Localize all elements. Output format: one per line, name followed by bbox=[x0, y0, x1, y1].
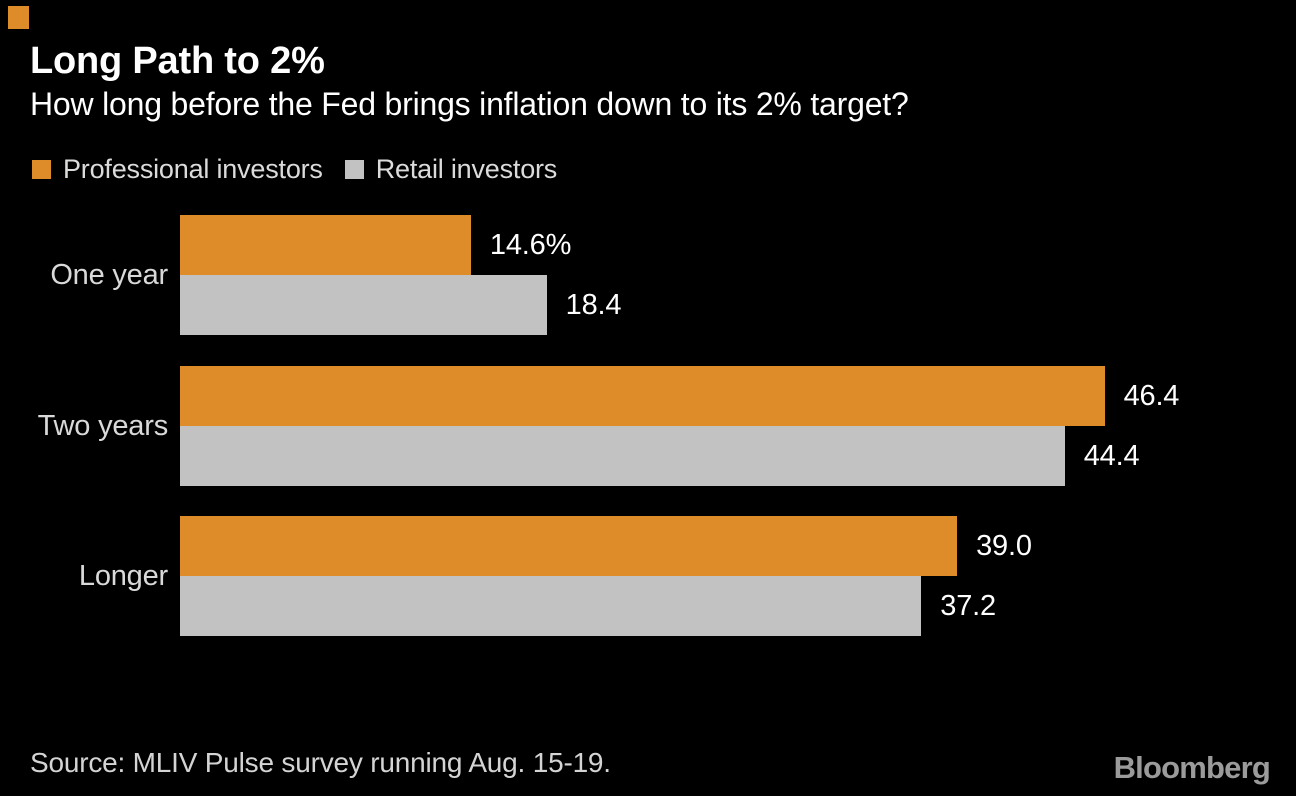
legend-label-professional: Professional investors bbox=[63, 153, 323, 184]
bar-group-one-year: One year 14.6% 18.4 bbox=[50, 215, 1266, 335]
bar-retail-longer bbox=[180, 576, 922, 636]
bloomberg-logo: Bloomberg bbox=[1113, 750, 1271, 785]
bar-value-label: 18.4 bbox=[565, 288, 622, 321]
bar-row: 39.0 bbox=[180, 516, 1266, 576]
category-label: Longer bbox=[78, 559, 168, 592]
legend-item-retail: Retail investors bbox=[344, 153, 558, 185]
bar-group-longer: Longer 39.0 37.2 bbox=[79, 516, 1266, 636]
bar-row: 44.4 bbox=[180, 426, 1266, 486]
bar-value-label: 39.0 bbox=[976, 529, 1032, 562]
bar-value-label: 44.4 bbox=[1083, 439, 1140, 472]
bloomberg-corner-square-icon bbox=[8, 6, 29, 29]
category-label: Two years bbox=[37, 409, 169, 442]
legend-item-professional: Professional investors bbox=[32, 154, 323, 185]
bar-retail-two-years bbox=[180, 426, 1065, 486]
bar-row: 14.6% bbox=[180, 215, 1266, 275]
legend-swatch-retail-icon bbox=[344, 159, 364, 179]
bar-chart: One year 14.6% 18.4 Two years 46.4 44.4 … bbox=[38, 215, 1266, 636]
bar-professional-two-years bbox=[180, 366, 1105, 426]
bar-value-label: 14.6% bbox=[489, 228, 572, 261]
bar-value-label: 46.4 bbox=[1123, 379, 1180, 412]
chart-title: Long Path to 2% bbox=[30, 40, 325, 82]
source-note: Source: MLIV Pulse survey running Aug. 1… bbox=[30, 747, 611, 778]
bar-group-two-years: Two years 46.4 44.4 bbox=[38, 366, 1266, 486]
bar-retail-one-year bbox=[180, 275, 547, 335]
bar-professional-longer bbox=[180, 516, 958, 576]
legend: Professional investors Retail investors bbox=[32, 153, 558, 185]
chart-subtitle: How long before the Fed brings inflation… bbox=[30, 86, 909, 122]
legend-label-retail: Retail investors bbox=[375, 153, 558, 184]
bar-row: 37.2 bbox=[180, 576, 1266, 636]
legend-swatch-professional-icon bbox=[32, 159, 51, 179]
category-label: One year bbox=[50, 258, 168, 291]
bar-row: 46.4 bbox=[180, 366, 1266, 426]
bar-row: 18.4 bbox=[180, 275, 1266, 335]
bar-professional-one-year bbox=[180, 215, 471, 275]
bar-value-label: 37.2 bbox=[940, 589, 996, 622]
